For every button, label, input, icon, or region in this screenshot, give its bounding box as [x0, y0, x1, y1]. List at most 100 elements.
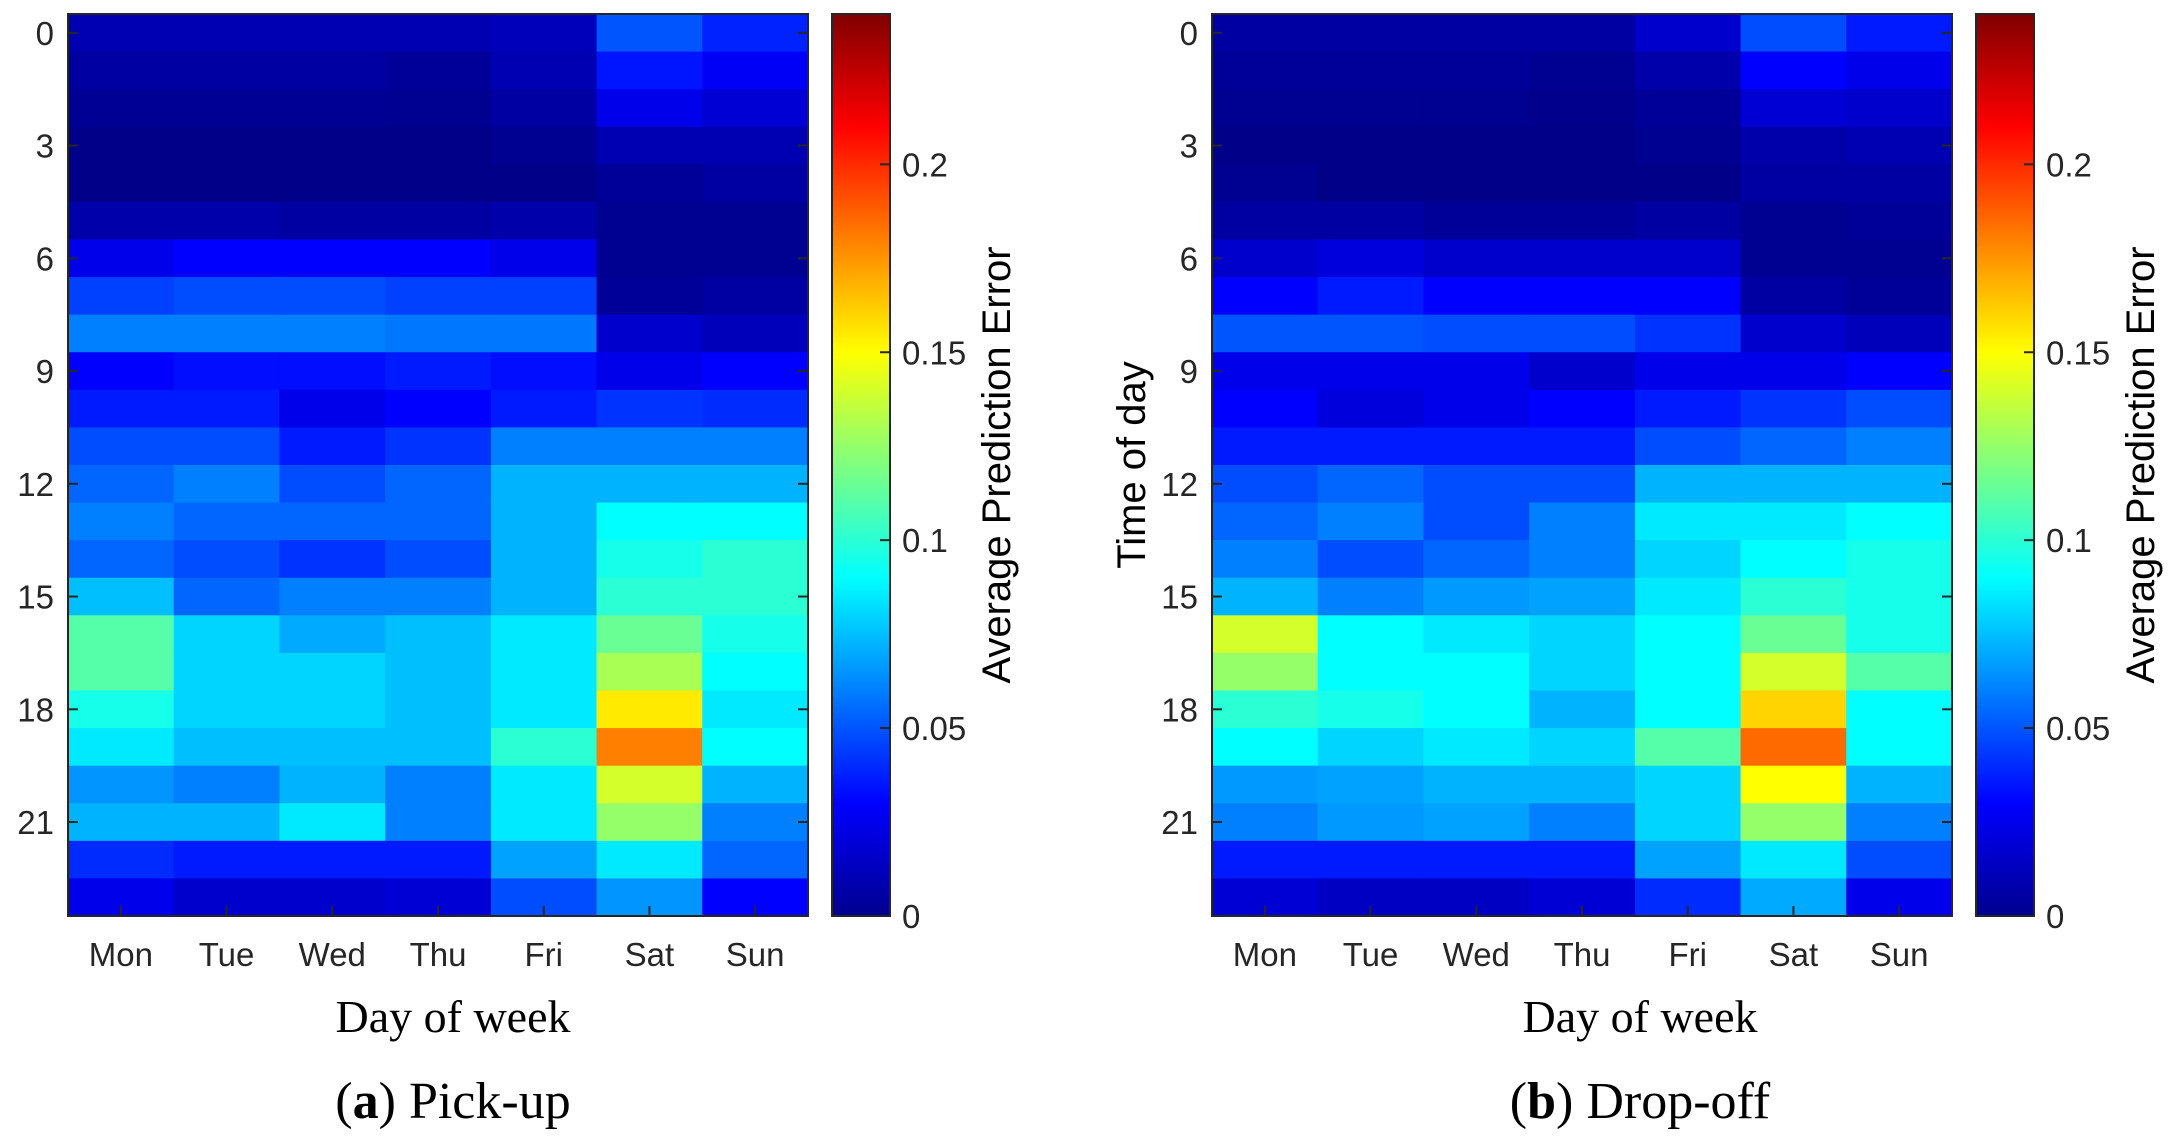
dropoff-cell — [1212, 389, 1319, 429]
dropoff-cell — [1317, 465, 1425, 504]
dropoff-cell — [1529, 690, 1636, 729]
pickup-cell — [68, 652, 175, 692]
pickup-cell — [279, 803, 386, 842]
dropoff-cell — [1423, 765, 1530, 804]
pickup-cell — [68, 14, 175, 53]
pickup-caption: (a) Pick-up — [335, 1073, 570, 1130]
pickup-cell — [702, 14, 809, 53]
pickup-cell — [596, 728, 703, 767]
dropoff-cell — [1317, 277, 1425, 316]
pickup-cell — [385, 803, 492, 842]
pickup-cell — [68, 201, 175, 241]
dropoff-cell — [1317, 577, 1425, 616]
dropoff-cell — [1846, 126, 1953, 165]
dropoff-cell — [1212, 314, 1319, 353]
pickup-cell — [68, 89, 175, 128]
pickup-cell — [173, 164, 281, 203]
dropoff-cell — [1529, 765, 1636, 804]
dropoff-x-tick-label: Thu — [1554, 936, 1611, 973]
pickup-cell — [702, 652, 809, 692]
dropoff-y-tick-label: 3 — [1180, 128, 1198, 165]
dropoff-y-tick-label: 12 — [1161, 466, 1198, 503]
pickup-cell — [173, 502, 281, 541]
pickup-cell — [173, 540, 281, 579]
dropoff-cell — [1740, 502, 1847, 541]
pickup-cell — [68, 765, 175, 804]
dropoff-cell — [1212, 239, 1319, 278]
pickup-cell — [490, 51, 598, 90]
dropoff-cell — [1529, 164, 1636, 203]
pickup-colorbar-tick-label: 0.05 — [902, 710, 966, 747]
dropoff-cell — [1846, 201, 1953, 241]
dropoff-cell — [1423, 89, 1530, 128]
pickup-cell — [702, 314, 809, 353]
dropoff-cell — [1317, 765, 1425, 804]
dropoff-cell — [1212, 615, 1319, 654]
pickup-cell — [490, 164, 598, 203]
pickup-cell — [702, 803, 809, 842]
dropoff-cell — [1740, 126, 1847, 165]
pickup-cell — [173, 765, 281, 804]
dropoff-cell — [1529, 126, 1636, 165]
pickup-cell — [68, 502, 175, 541]
pickup-cell — [490, 277, 598, 316]
dropoff-cell — [1212, 840, 1319, 880]
dropoff-cell — [1317, 690, 1425, 729]
pickup-cell — [702, 540, 809, 579]
pickup-cell — [385, 427, 492, 466]
dropoff-cell — [1846, 389, 1953, 429]
dropoff-cell — [1529, 352, 1636, 391]
dropoff-cell — [1846, 239, 1953, 278]
dropoff-cell — [1212, 765, 1319, 804]
dropoff-x-tick-label: Wed — [1443, 936, 1510, 973]
pickup-y-ticks: 0 3 6 9 12 15 18 21 — [17, 15, 808, 841]
dropoff-cell — [1846, 14, 1953, 53]
dropoff-cell — [1423, 51, 1530, 90]
dropoff-cell — [1634, 540, 1742, 579]
dropoff-cell — [1423, 126, 1530, 165]
pickup-cell — [68, 577, 175, 616]
pickup-cell — [279, 239, 386, 278]
pickup-cell — [702, 427, 809, 466]
pickup-cell — [68, 615, 175, 654]
dropoff-cell — [1634, 690, 1742, 729]
dropoff-cell — [1529, 427, 1636, 466]
pickup-cell — [385, 126, 492, 165]
pickup-cell — [596, 652, 703, 692]
dropoff-cell — [1634, 51, 1742, 90]
pickup-cell — [490, 239, 598, 278]
pickup-cell — [596, 51, 703, 90]
dropoff-cell — [1529, 239, 1636, 278]
dropoff-cell — [1423, 164, 1530, 203]
dropoff-cell — [1212, 164, 1319, 203]
dropoff-cell — [1634, 465, 1742, 504]
pickup-cell — [279, 577, 386, 616]
dropoff-x-tick-label: Tue — [1343, 936, 1399, 973]
pickup-cell — [385, 652, 492, 692]
dropoff-cell — [1634, 126, 1742, 165]
dropoff-cell — [1317, 389, 1425, 429]
pickup-colorbar-label: Average Prediction Error — [975, 246, 1019, 683]
dropoff-cell — [1212, 89, 1319, 128]
pickup-x-tick-label: Sun — [726, 936, 785, 973]
pickup-cell — [68, 389, 175, 429]
dropoff-cell — [1423, 314, 1530, 353]
dropoff-y-tick-label: 0 — [1180, 15, 1198, 52]
dropoff-cell — [1423, 577, 1530, 616]
dropoff-caption-letter: b — [1527, 1073, 1556, 1130]
dropoff-cell — [1740, 239, 1847, 278]
pickup-cell — [596, 577, 703, 616]
dropoff-cell — [1423, 652, 1530, 692]
dropoff-cell — [1529, 89, 1636, 128]
dropoff-cell — [1212, 277, 1319, 316]
pickup-cell — [702, 89, 809, 128]
pickup-cell — [702, 201, 809, 241]
pickup-cell — [68, 465, 175, 504]
pickup-cell — [279, 840, 386, 880]
dropoff-y-tick-label: 21 — [1161, 804, 1198, 841]
pickup-cell — [596, 352, 703, 391]
dropoff-cell — [1846, 728, 1953, 767]
pickup-cell — [279, 277, 386, 316]
pickup-cell — [490, 728, 598, 767]
